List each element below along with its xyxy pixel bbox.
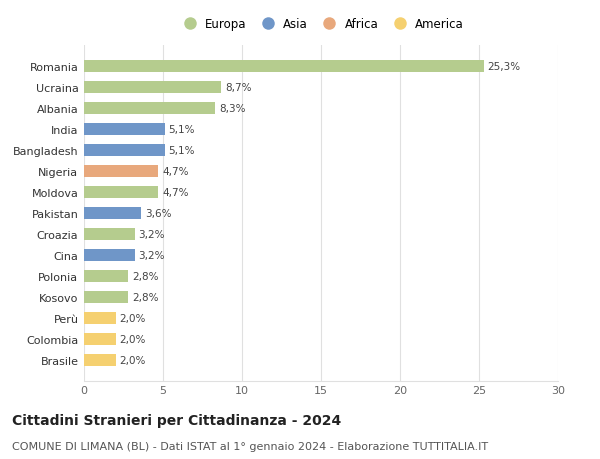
Bar xyxy=(84,291,128,303)
Text: 2,0%: 2,0% xyxy=(119,313,146,323)
Text: 5,1%: 5,1% xyxy=(169,125,195,134)
Bar xyxy=(84,250,134,261)
Text: Cittadini Stranieri per Cittadinanza - 2024: Cittadini Stranieri per Cittadinanza - 2… xyxy=(12,413,341,427)
Bar xyxy=(84,270,128,282)
Text: 3,6%: 3,6% xyxy=(145,208,172,218)
Bar xyxy=(84,61,484,73)
Text: COMUNE DI LIMANA (BL) - Dati ISTAT al 1° gennaio 2024 - Elaborazione TUTTITALIA.: COMUNE DI LIMANA (BL) - Dati ISTAT al 1°… xyxy=(12,441,488,451)
Text: 8,7%: 8,7% xyxy=(226,83,252,93)
Bar xyxy=(84,229,134,240)
Text: 3,2%: 3,2% xyxy=(139,250,165,260)
Text: 2,0%: 2,0% xyxy=(119,334,146,344)
Bar xyxy=(84,124,164,135)
Text: 2,8%: 2,8% xyxy=(132,271,158,281)
Bar xyxy=(84,333,116,345)
Bar xyxy=(84,187,158,198)
Text: 4,7%: 4,7% xyxy=(162,188,189,197)
Text: 3,2%: 3,2% xyxy=(139,230,165,239)
Text: 5,1%: 5,1% xyxy=(169,146,195,156)
Bar xyxy=(84,166,158,177)
Text: 4,7%: 4,7% xyxy=(162,167,189,177)
Bar xyxy=(84,145,164,157)
Bar xyxy=(84,103,215,114)
Bar xyxy=(84,313,116,324)
Text: 25,3%: 25,3% xyxy=(488,62,521,72)
Bar xyxy=(84,82,221,94)
Text: 8,3%: 8,3% xyxy=(219,104,245,114)
Text: 2,8%: 2,8% xyxy=(132,292,158,302)
Bar xyxy=(84,354,116,366)
Bar xyxy=(84,207,141,219)
Text: 2,0%: 2,0% xyxy=(119,355,146,365)
Legend: Europa, Asia, Africa, America: Europa, Asia, Africa, America xyxy=(178,18,464,31)
